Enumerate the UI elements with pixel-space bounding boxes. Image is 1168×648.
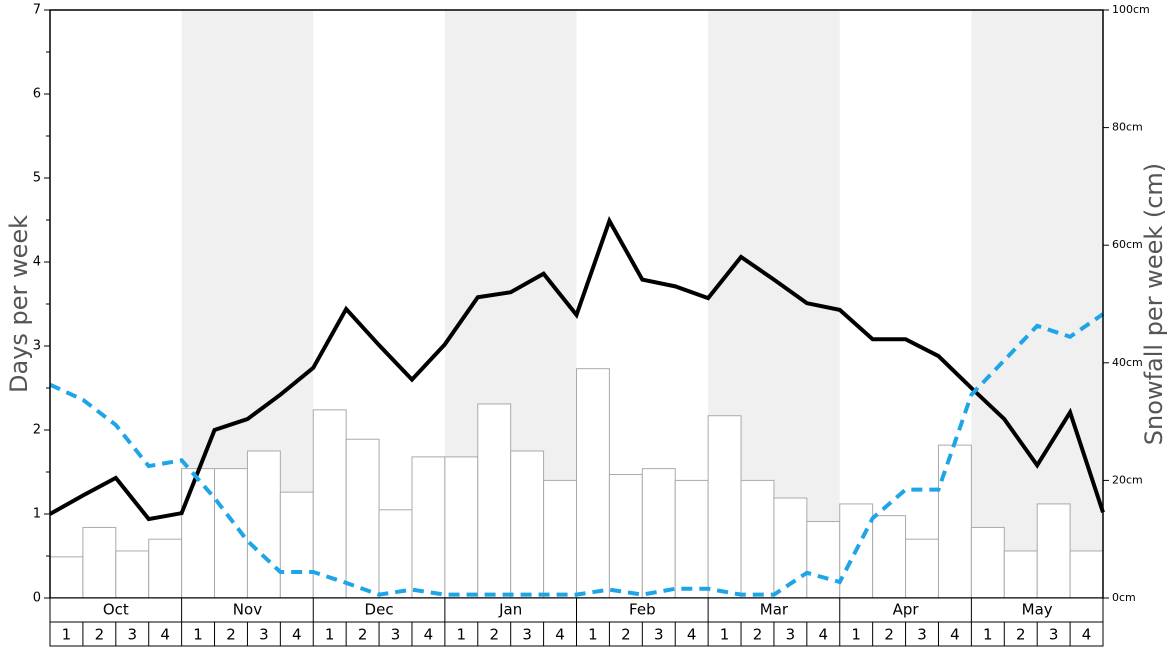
week-label: 4 [819,626,829,644]
bar [444,456,479,599]
bar [411,456,446,599]
month-band [971,10,1103,598]
bar [279,491,314,599]
bar [246,450,281,599]
line [49,312,1105,597]
bar [707,415,742,599]
bar [641,468,676,599]
week-label: 1 [720,626,730,644]
line [49,215,1105,522]
week-label: 3 [654,626,664,644]
week-label: 3 [259,626,269,644]
week-label: 3 [522,626,532,644]
week-label: 2 [95,626,105,644]
y2-tick-label: 60cm [1112,238,1143,251]
month-label: May [1022,601,1053,619]
month-label: Dec [365,601,394,619]
week-label: 4 [292,626,302,644]
y2-tick-label: 40cm [1112,356,1143,369]
y-axis-label: Days per week [5,215,33,393]
y-tick-label: 6 [33,87,41,102]
bar [82,526,117,599]
y2-axis-label: Snowfall per week (cm) [1140,163,1168,445]
y-tick-label: 0 [33,591,41,606]
week-label: 4 [950,626,960,644]
y-tick-label: 3 [33,339,41,354]
bar [806,521,841,599]
bar [477,403,512,599]
y-tick-label: 2 [33,423,41,438]
y-tick-label: 4 [33,255,41,270]
y-tick-label: 7 [33,3,41,18]
y2-tick-label: 80cm [1112,121,1143,134]
week-label: 3 [1049,626,1059,644]
bar [345,438,380,599]
bar [510,450,545,599]
bar [872,515,907,599]
y-tick-label: 1 [33,507,41,522]
month-label: Nov [233,601,262,619]
bar [312,409,347,599]
bar [937,444,972,599]
month-label: Feb [629,601,656,619]
bar [148,538,183,599]
week-label: 3 [786,626,796,644]
week-label: 1 [588,626,598,644]
week-label: 2 [884,626,894,644]
bar [905,538,939,599]
week-label: 1 [325,626,335,644]
week-label: 1 [983,626,993,644]
y2-tick-label: 100cm [1112,3,1150,16]
y2-tick-label: 20cm [1112,473,1143,486]
bar [1036,503,1071,599]
week-label: 4 [555,626,565,644]
bar [674,479,709,599]
week-label: 1 [851,626,861,644]
week-label: 2 [753,626,763,644]
bar [181,468,216,599]
bar [576,368,610,599]
bar [1003,550,1038,599]
week-label: 2 [489,626,499,644]
bar [608,474,643,599]
bar [543,479,577,599]
week-label: 1 [62,626,72,644]
week-label: 4 [424,626,434,644]
bar [740,479,775,599]
week-label: 4 [160,626,170,644]
week-label: 2 [358,626,368,644]
month-label: Apr [893,601,920,619]
week-label: 2 [621,626,631,644]
y-tick-label: 5 [33,171,41,186]
month-label: Jan [498,601,522,619]
week-label: 2 [226,626,236,644]
week-label: 1 [193,626,203,644]
y2-tick-label: 0cm [1112,591,1136,604]
week-label: 1 [457,626,467,644]
week-label: 3 [391,626,401,644]
week-label: 4 [1082,626,1092,644]
week-label: 4 [687,626,697,644]
bar [115,550,150,599]
week-label: 2 [1016,626,1026,644]
week-label: 3 [127,626,137,644]
month-label: Oct [103,601,129,619]
bar [1069,550,1104,599]
bar [378,509,413,599]
bar [970,526,1005,599]
bar [49,556,84,599]
month-label: Mar [760,601,789,619]
week-label: 3 [917,626,927,644]
